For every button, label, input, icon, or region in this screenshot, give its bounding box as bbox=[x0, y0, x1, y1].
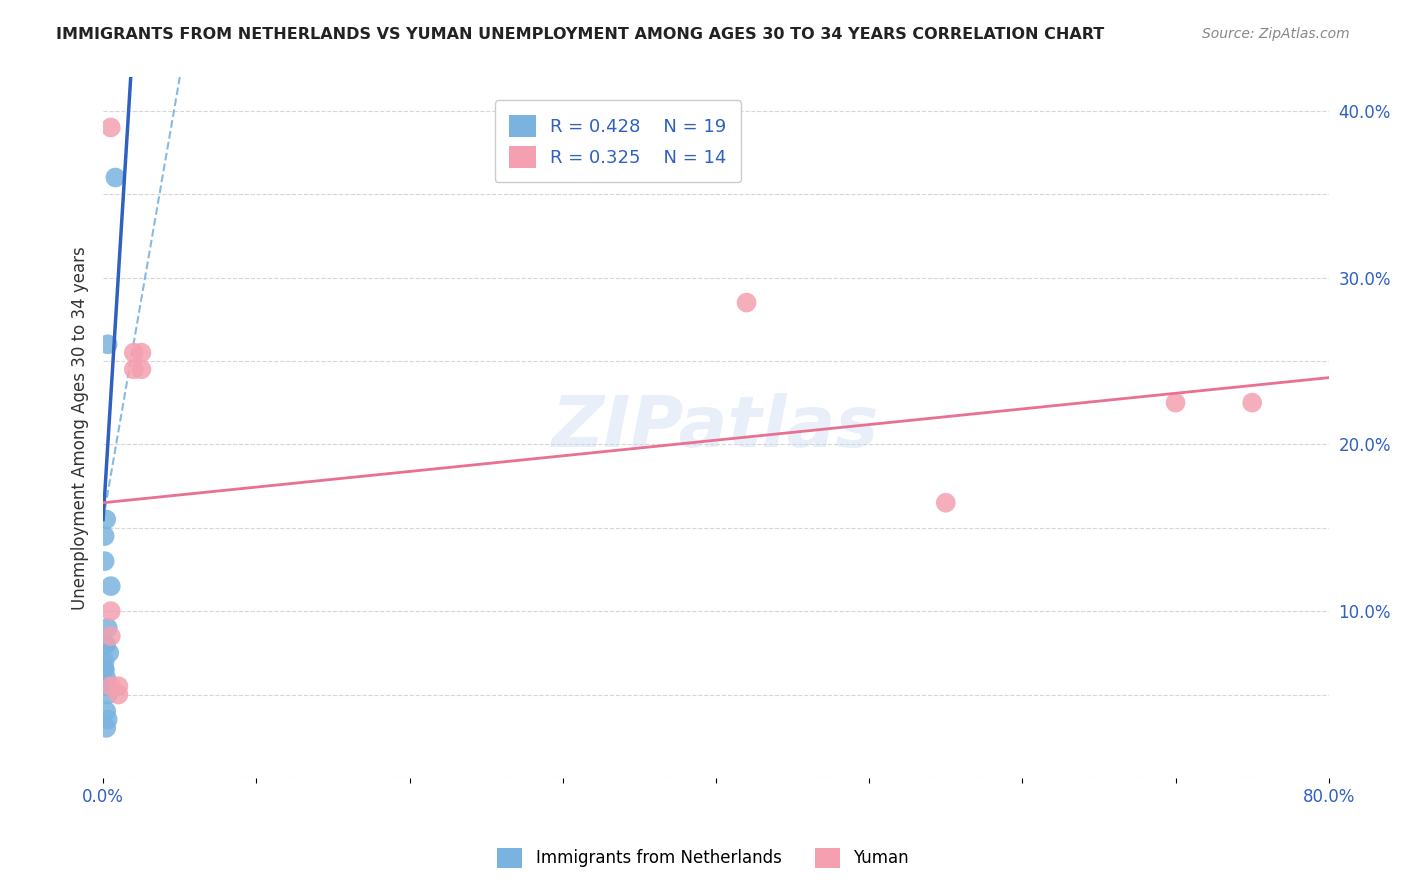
Text: ZIPatlas: ZIPatlas bbox=[553, 393, 880, 462]
Y-axis label: Unemployment Among Ages 30 to 34 years: Unemployment Among Ages 30 to 34 years bbox=[72, 246, 89, 609]
Text: Source: ZipAtlas.com: Source: ZipAtlas.com bbox=[1202, 27, 1350, 41]
Point bbox=[1164, 395, 1187, 409]
Legend: Immigrants from Netherlands, Yuman: Immigrants from Netherlands, Yuman bbox=[491, 841, 915, 875]
Point bbox=[97, 713, 120, 727]
Point bbox=[100, 120, 122, 135]
Point bbox=[96, 638, 118, 652]
Point bbox=[96, 704, 118, 718]
Point bbox=[122, 345, 145, 359]
Point bbox=[97, 337, 120, 351]
Point bbox=[131, 345, 153, 359]
Point bbox=[93, 554, 115, 568]
Point bbox=[93, 654, 115, 668]
Point bbox=[131, 362, 153, 376]
Point bbox=[96, 671, 118, 685]
Point bbox=[1241, 395, 1264, 409]
Point bbox=[93, 638, 115, 652]
Point bbox=[104, 170, 127, 185]
Point bbox=[97, 621, 120, 635]
Point bbox=[100, 629, 122, 643]
Legend: R = 0.428    N = 19, R = 0.325    N = 14: R = 0.428 N = 19, R = 0.325 N = 14 bbox=[495, 101, 741, 183]
Point bbox=[98, 646, 121, 660]
Point bbox=[935, 496, 957, 510]
Point bbox=[96, 721, 118, 735]
Point bbox=[96, 512, 118, 526]
Point bbox=[97, 688, 120, 702]
Point bbox=[93, 529, 115, 543]
Point bbox=[107, 679, 129, 693]
Point bbox=[93, 663, 115, 677]
Point bbox=[96, 679, 118, 693]
Point bbox=[100, 579, 122, 593]
Point bbox=[100, 679, 122, 693]
Point bbox=[100, 604, 122, 618]
Point bbox=[93, 663, 115, 677]
Point bbox=[107, 688, 129, 702]
Text: IMMIGRANTS FROM NETHERLANDS VS YUMAN UNEMPLOYMENT AMONG AGES 30 TO 34 YEARS CORR: IMMIGRANTS FROM NETHERLANDS VS YUMAN UNE… bbox=[56, 27, 1105, 42]
Point bbox=[122, 362, 145, 376]
Point bbox=[735, 295, 758, 310]
